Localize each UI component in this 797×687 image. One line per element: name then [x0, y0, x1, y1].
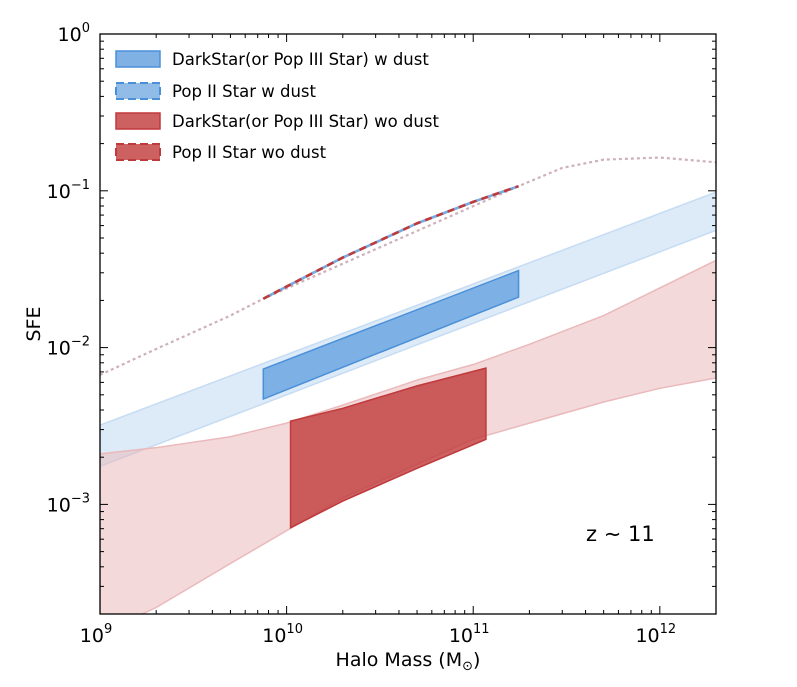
x-tick-label: 1011 — [449, 622, 490, 647]
series-1-line — [262, 184, 519, 300]
y-axis-label: SFE — [23, 307, 45, 342]
y-tick-label-exp: 0 — [82, 21, 90, 36]
plot-frame — [99, 33, 717, 615]
redshift-annotation: z ∼ 11 — [586, 522, 655, 546]
data-layer — [100, 156, 716, 614]
series-0-highlight — [262, 269, 520, 401]
legend-label: Pop II Star w dust — [172, 82, 317, 101]
x-tick-label-base: 10 — [635, 625, 659, 647]
y-tick-label-exp: −3 — [71, 491, 90, 506]
legend-swatch — [115, 112, 161, 130]
x-axis-label-close: ) — [473, 649, 480, 671]
x-tick-label-base: 10 — [80, 625, 104, 647]
legend-item: Pop II Star w dust — [115, 82, 317, 101]
x-axis-label: Halo Mass (M⊙) — [336, 649, 481, 674]
x-tick-label-base: 10 — [449, 625, 473, 647]
y-tick-label-base: 10 — [47, 181, 71, 203]
legend-label: DarkStar(or Pop III Star) w dust — [172, 50, 429, 69]
y-tick-label-exp: −2 — [71, 335, 90, 350]
x-axis-label-sub: ⊙ — [462, 659, 473, 674]
legend-label: DarkStar(or Pop III Star) wo dust — [172, 112, 439, 131]
x-tick-label-exp: 10 — [286, 622, 303, 637]
x-tick-label-exp: 9 — [104, 622, 112, 637]
y-tick-label: 10−2 — [47, 335, 90, 360]
legend: DarkStar(or Pop III Star) w dust Pop II S… — [115, 50, 439, 162]
x-axis-label-text: Halo Mass (M — [336, 649, 463, 671]
legend-label: Pop II Star wo dust — [172, 143, 327, 162]
y-tick-label-exp: −1 — [71, 178, 90, 193]
y-tick-label: 10−3 — [47, 491, 90, 516]
series-2-highlight — [289, 367, 487, 529]
x-tick-label-exp: 12 — [660, 622, 677, 637]
legend-item: Pop II Star wo dust — [115, 143, 327, 162]
legend-item: DarkStar(or Pop III Star) wo dust — [115, 112, 439, 131]
y-tick-label-base: 10 — [47, 494, 71, 516]
y-tick-label-base: 10 — [47, 338, 71, 360]
legend-swatch — [115, 143, 161, 161]
y-tick-label-base: 10 — [58, 24, 82, 46]
legend-swatch — [115, 82, 161, 100]
x-tick-label-exp: 11 — [473, 622, 490, 637]
x-tick-label-base: 10 — [262, 625, 286, 647]
y-tick-label: 10−1 — [47, 178, 90, 203]
x-tick-label: 1010 — [262, 622, 303, 647]
x-tick-label: 1012 — [635, 622, 676, 647]
legend-swatch — [115, 50, 161, 68]
y-tick-label: 100 — [58, 21, 90, 46]
x-tick-label: 109 — [80, 622, 112, 647]
legend-item: DarkStar(or Pop III Star) w dust — [115, 50, 429, 69]
